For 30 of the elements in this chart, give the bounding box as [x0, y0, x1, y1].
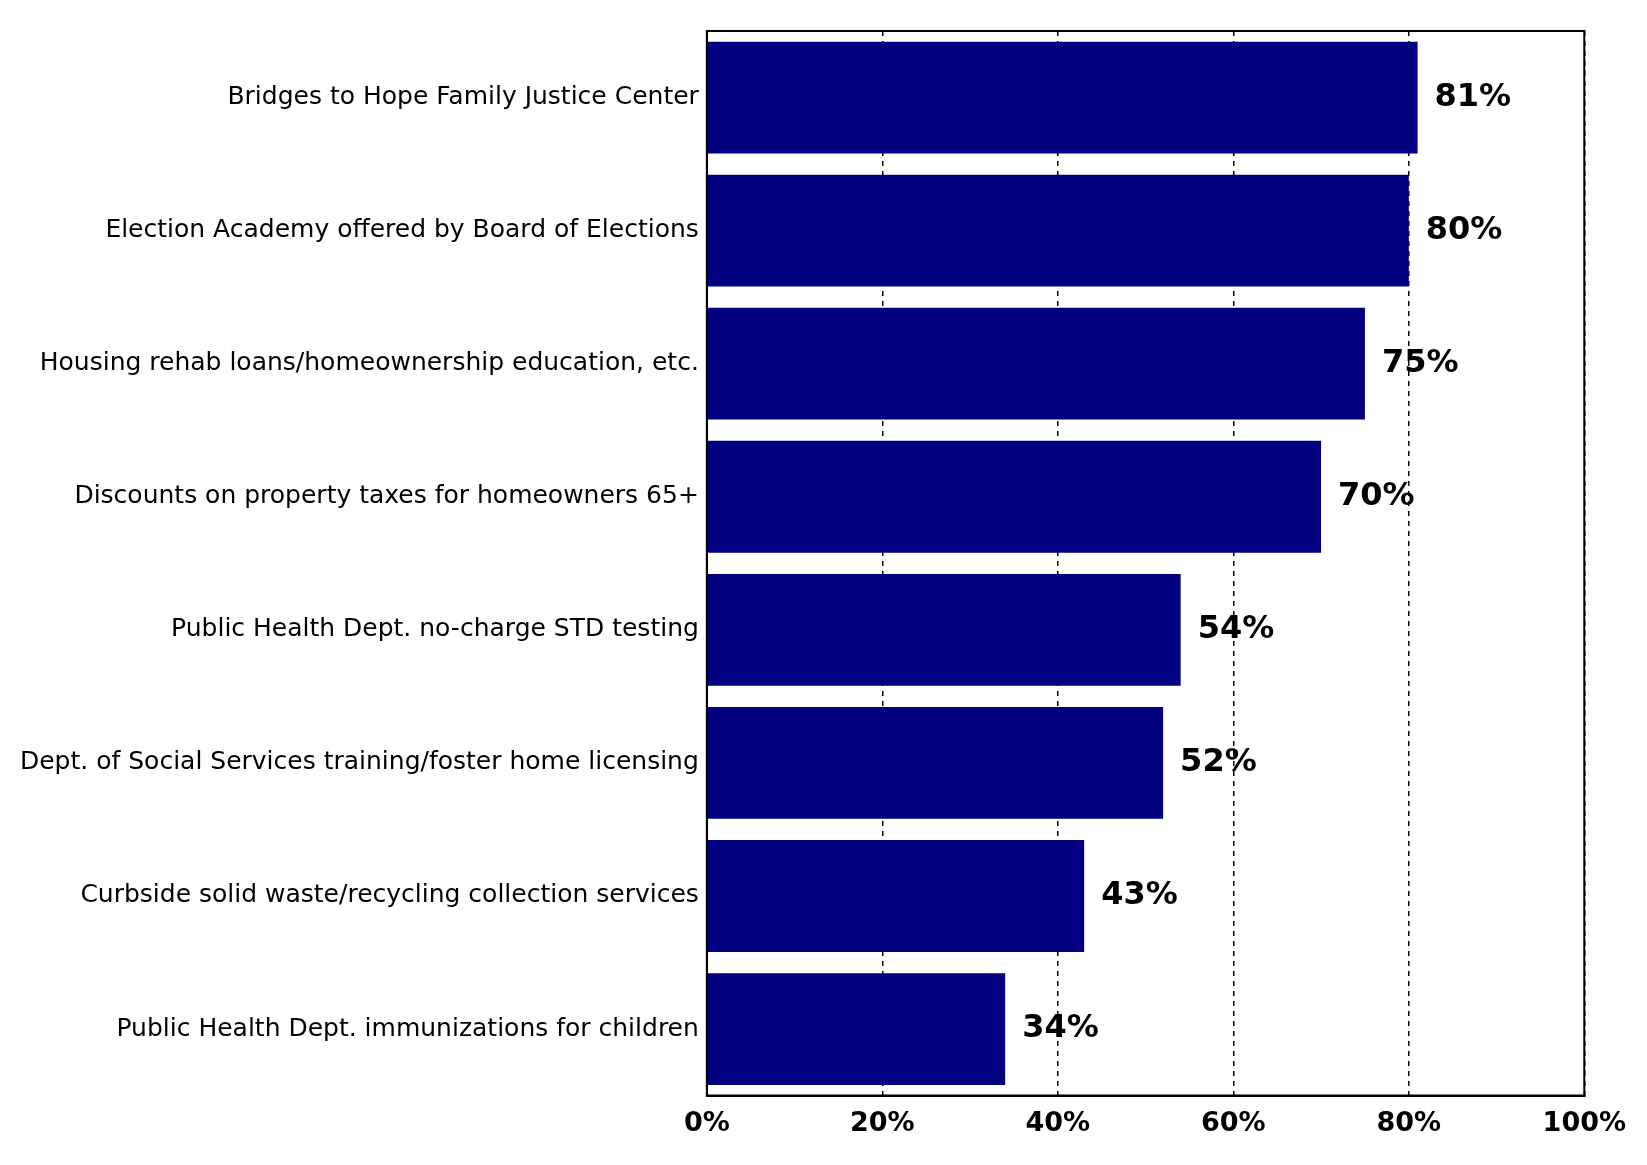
x-tick-label: 60%	[1200, 1105, 1266, 1137]
bar	[707, 573, 1181, 686]
y-tick-label: Public Health Dept. no-charge STD testing	[171, 613, 699, 643]
x-tick-label: 20%	[850, 1105, 915, 1137]
y-tick-label: Curbside solid waste/recycling collection services	[80, 879, 699, 909]
data-label: 70%	[1338, 475, 1415, 514]
data-label: 81%	[1434, 75, 1512, 114]
y-tick-label: Housing rehab loans/homeownership education, etc.	[39, 347, 699, 377]
data-label: 80%	[1425, 208, 1503, 247]
x-tick-label: 40%	[1025, 1105, 1091, 1137]
bar	[707, 41, 1418, 154]
data-label: 52%	[1180, 741, 1257, 780]
y-tick-label: Election Academy offered by Board of Elections	[105, 214, 699, 244]
y-tick-label: Bridges to Hope Family Justice Center	[227, 81, 700, 111]
bar	[707, 307, 1365, 420]
x-tick-label: 100%	[1542, 1105, 1626, 1137]
data-label: 43%	[1101, 874, 1178, 913]
y-tick-label: Public Health Dept. immunizations for children	[116, 1012, 699, 1042]
data-label: 75%	[1381, 342, 1459, 380]
y-tick-label: Discounts on property taxes for homeowners 65+	[74, 480, 699, 510]
data-label: 34%	[1022, 1007, 1099, 1046]
bar	[707, 973, 1006, 1085]
bar	[707, 840, 1085, 952]
x-tick-label: 80%	[1376, 1105, 1442, 1137]
bar	[707, 707, 1164, 819]
bar	[707, 174, 1409, 287]
x-tick-label: 0%	[683, 1105, 730, 1137]
y-tick-label: Dept. of Social Services training/foster home licensing	[19, 746, 699, 776]
data-label: 54%	[1197, 608, 1275, 647]
bar	[707, 440, 1322, 553]
